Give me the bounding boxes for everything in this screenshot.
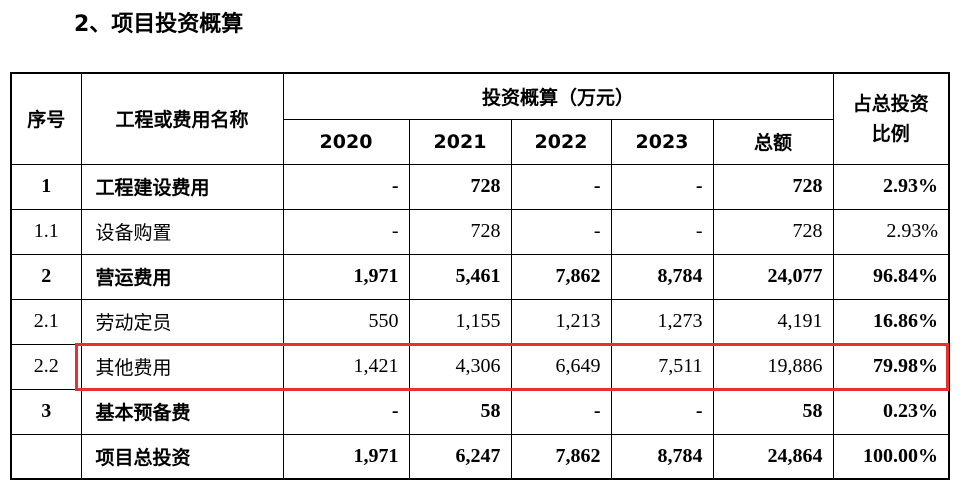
header-cell: 序号	[10, 72, 82, 165]
table-cell: 3	[10, 388, 82, 435]
table-cell: 728	[408, 208, 512, 255]
table-row: 2 营运费用 1,971 5,461 7,862 8,784 24,077 96.84%	[10, 253, 950, 300]
table-cell: 7,862	[510, 433, 612, 480]
header-cell: 总额	[712, 118, 834, 165]
table-cell: 19,886	[712, 343, 834, 390]
table-cell: 2.93%	[832, 208, 950, 255]
table-cell: 728	[408, 163, 512, 210]
table-cell: 550	[282, 298, 410, 345]
table-cell: 16.86%	[832, 298, 950, 345]
table-cell: 工程建设费用	[80, 163, 284, 210]
table-cell: 8,784	[610, 253, 714, 300]
header-cell: 2021	[408, 118, 512, 165]
table-row: 1 工程建设费用 -728- -728 2.93%	[10, 163, 950, 210]
table-cell: 设备购置	[80, 208, 284, 255]
table-cell: 1,273	[610, 298, 714, 345]
table-cell: -	[282, 388, 410, 435]
table-cell: 1,155	[408, 298, 512, 345]
table-cell: 1,213	[510, 298, 612, 345]
table-cell: 2	[10, 253, 82, 300]
table-cell: -	[282, 163, 410, 210]
table-cell: 58	[408, 388, 512, 435]
table-cell	[10, 433, 82, 480]
header-cell: 2022	[510, 118, 612, 165]
table-cell: 2.1	[10, 298, 82, 345]
total-row: 项目总投资 1,971 6,247 7,862 8,784 24,864 100.00%	[10, 433, 950, 480]
header-cell: 2020	[282, 118, 410, 165]
table-cell: 1.1	[10, 208, 82, 255]
budget-table: 序号 工程或费用名称 投资概算（万元） 占总投资比例 2020 2021 2022 2…	[10, 72, 951, 480]
header-cell: 投资概算（万元）	[282, 72, 834, 120]
table-cell: 营运费用	[80, 253, 284, 300]
table-cell: 2.93%	[832, 163, 950, 210]
table-row: 1.1 设备购置 -728- -728 2.93%	[10, 208, 950, 255]
table-cell: 1	[10, 163, 82, 210]
table-cell: 7,862	[510, 253, 612, 300]
table-cell: -	[610, 163, 714, 210]
table-cell: 其他费用	[80, 343, 284, 390]
table-cell: -	[610, 388, 714, 435]
table-cell: 728	[712, 208, 834, 255]
table-cell: -	[510, 208, 612, 255]
table-cell: -	[610, 208, 714, 255]
table-cell: 24,864	[712, 433, 834, 480]
table-cell: 8,784	[610, 433, 714, 480]
section-title: 2、项目投资概算	[74, 12, 244, 37]
table-cell: 劳动定员	[80, 298, 284, 345]
table-cell: -	[282, 208, 410, 255]
table-cell: 1,971	[282, 433, 410, 480]
table-cell: 24,077	[712, 253, 834, 300]
table-row: 3 基本预备费 -58- -58 0.23%	[10, 388, 950, 435]
table-row: 2.1 劳动定员 550 1,155 1,213 1,273 4,191 16.86%	[10, 298, 950, 345]
table-cell: 4,191	[712, 298, 834, 345]
table-cell: 100.00%	[832, 433, 950, 480]
table-cell: 96.84%	[832, 253, 950, 300]
table-cell: 基本预备费	[80, 388, 284, 435]
header-cell: 工程或费用名称	[80, 72, 284, 165]
header-cell: 占总投资比例	[832, 72, 950, 165]
table-cell: 728	[712, 163, 834, 210]
table-cell: 79.98%	[832, 343, 950, 390]
table-cell: 5,461	[408, 253, 512, 300]
table-cell: 0.23%	[832, 388, 950, 435]
highlight-box	[75, 343, 949, 391]
header-cell: 2023	[610, 118, 714, 165]
table-cell: -	[510, 163, 612, 210]
table-cell: 项目总投资	[80, 433, 284, 480]
table-cell: 6,247	[408, 433, 512, 480]
table-cell: -	[510, 388, 612, 435]
table-row: 2.2 其他费用 1,421 4,306 6,649 7,511 19,886 79.98%	[10, 343, 950, 390]
table-cell: 58	[712, 388, 834, 435]
table-cell: 2.2	[10, 343, 82, 390]
table-cell: 1,971	[282, 253, 410, 300]
